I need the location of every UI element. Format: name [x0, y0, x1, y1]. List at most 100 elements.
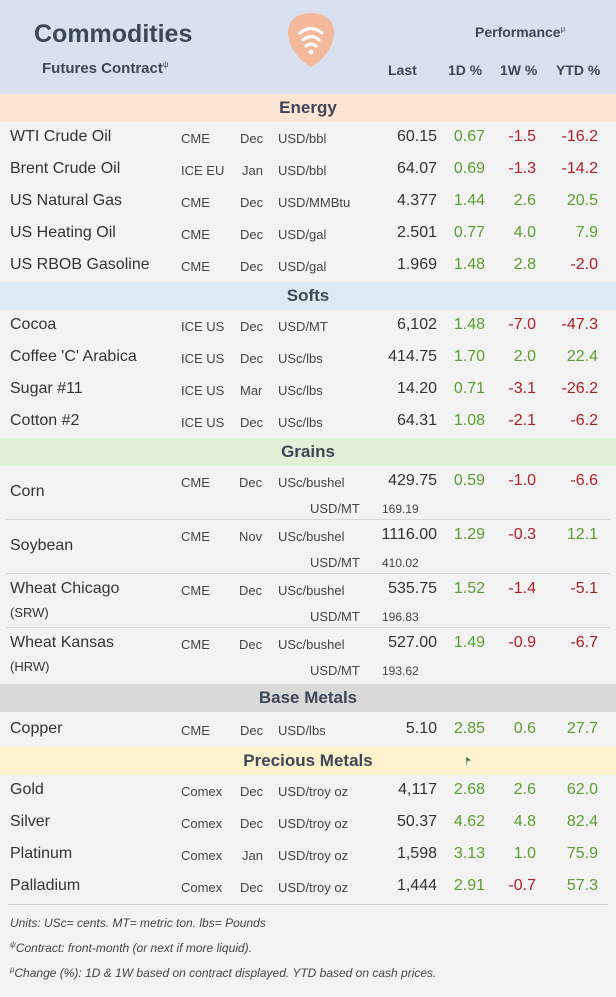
commodity-grade: (SRW)	[10, 605, 49, 620]
change-1w: -0.7	[508, 877, 536, 894]
contract-month: Dec	[240, 131, 264, 146]
contract-month: Dec	[240, 723, 264, 738]
page-title: Commodities	[34, 20, 193, 48]
price-unit: USD/troy oz	[278, 880, 349, 895]
exchange: CME	[181, 227, 210, 242]
last-price: 1,598	[396, 845, 437, 862]
change-1w: -0.9	[508, 634, 536, 651]
contract-month: Dec	[240, 880, 264, 895]
table-row: Palladium Comex Dec USD/troy oz 1,444 2.91 -0.…	[0, 871, 616, 903]
change-1d: 1.48	[453, 256, 485, 273]
page-subtitle: Futures Contractψ	[42, 60, 169, 77]
performance-heading: Performanceμ	[475, 24, 565, 40]
page-header: Commodities Futures Contractψ Performanc…	[0, 0, 616, 94]
contract-month: Dec	[240, 319, 264, 334]
section-precious-metals: Precious Metals	[0, 747, 616, 775]
change-ytd: 57.3	[566, 877, 598, 894]
change-1w: -1.4	[508, 580, 536, 597]
price-unit: USc/bushel	[278, 583, 345, 598]
commodity-name: WTI Crude Oil	[10, 128, 112, 145]
exchange: ICE US	[181, 351, 225, 366]
change-ytd: -2.0	[570, 256, 598, 273]
commodity-name: Wheat Kansas	[10, 634, 115, 651]
signal-logo-icon	[288, 13, 334, 67]
footer-divider	[8, 904, 608, 905]
last-price: 1116.00	[381, 526, 437, 543]
price-unit: USc/bushel	[278, 529, 345, 544]
contract-month: Dec	[240, 351, 264, 366]
price-unit: USD/troy oz	[278, 848, 349, 863]
exchange: CME	[181, 583, 210, 598]
last-price-metric: 193.62	[382, 664, 419, 678]
contract-month: Dec	[239, 637, 263, 652]
change-ytd: -47.3	[561, 316, 598, 333]
change-1w: 2.6	[513, 192, 536, 209]
change-1d: 1.29	[453, 526, 485, 543]
exchange: Comex	[181, 848, 223, 863]
price-unit: USc/lbs	[278, 383, 323, 398]
change-1d: 3.13	[453, 845, 485, 862]
price-unit-metric: USD/MT	[310, 609, 360, 624]
price-unit: USc/bushel	[278, 637, 345, 652]
contract-footnote-mark: ψ	[10, 940, 16, 949]
section-grains: Grains	[0, 438, 616, 466]
last-price: 4,117	[398, 781, 437, 798]
price-unit: USD/troy oz	[278, 816, 349, 831]
change-ytd: -6.7	[570, 634, 598, 651]
change-1d: 0.67	[453, 128, 485, 145]
change-1d: 2.91	[453, 877, 485, 894]
change-1w: -0.3	[508, 526, 536, 543]
exchange: CME	[181, 475, 210, 490]
price-unit: USD/lbs	[278, 723, 326, 738]
price-unit: USD/bbl	[278, 131, 327, 146]
commodity-name: Sugar #11	[10, 380, 83, 397]
last-price: 64.07	[396, 160, 437, 177]
commodity-name: Cotton #2	[10, 412, 80, 429]
change-ytd: -26.2	[561, 380, 598, 397]
change-1w: 1.0	[513, 845, 536, 862]
price-unit: USD/gal	[278, 259, 327, 274]
footer-contract: ψContract: front-month (or next if more …	[10, 940, 252, 955]
section-energy: Energy	[0, 94, 616, 122]
col-header-last: Last	[388, 62, 417, 78]
exchange: ICE US	[181, 319, 225, 334]
change-1d: 2.85	[453, 720, 485, 737]
contract-month: Dec	[240, 415, 264, 430]
col-header-ytd: YTD %	[556, 62, 601, 78]
table-row: US Natural Gas CME Dec USD/MMBtu 4.377 1.44 2.…	[0, 186, 616, 218]
change-1d: 1.44	[453, 192, 485, 209]
last-price: 1.969	[396, 256, 437, 273]
footer-change: μChange (%): 1D & 1W based on contract d…	[10, 965, 436, 980]
price-unit: USD/gal	[278, 227, 327, 242]
footer-contract-text: Contract: front-month (or next if more l…	[15, 941, 252, 955]
table-row: Platinum Comex Jan USD/troy oz 1,598 3.13 1.0 7…	[0, 839, 616, 871]
last-price: 535.75	[388, 580, 437, 597]
price-unit-metric: USD/MT	[310, 555, 360, 570]
subtitle-text: Futures Contract	[42, 60, 163, 77]
exchange: CME	[181, 723, 210, 738]
commodity-name: Wheat Chicago	[10, 580, 120, 597]
table-row: Sugar #11 ICE US Mar USc/lbs 14.20 0.71 -3.1 -2…	[0, 374, 616, 406]
performance-text: Performance	[475, 24, 561, 40]
last-price: 5.10	[405, 720, 437, 737]
change-1d: 0.59	[453, 472, 485, 489]
commodity-name: Palladium	[10, 877, 81, 894]
last-price: 429.75	[388, 472, 437, 489]
change-1d: 0.69	[453, 160, 485, 177]
section-softs: Softs	[0, 282, 616, 310]
table-row: Cotton #2 ICE US Dec USc/lbs 64.31 1.08 -2.1 -6…	[0, 406, 616, 438]
col-header-1d: 1D %	[448, 62, 483, 78]
change-ytd: 75.9	[566, 845, 598, 862]
last-price-metric: 169.19	[382, 502, 419, 516]
change-ytd: -16.2	[561, 128, 598, 145]
change-ytd: 22.4	[566, 348, 598, 365]
last-price: 50.37	[396, 813, 437, 830]
change-ytd: 7.9	[575, 224, 598, 241]
change-1w: 2.0	[513, 348, 536, 365]
table-row: Soybean CME Nov USc/bushel 1116.00 USD/MT 410.…	[6, 520, 610, 574]
contract-month: Dec	[240, 227, 264, 242]
change-1d: 1.48	[453, 316, 485, 333]
table-row: Corn CME Dec USc/bushel 429.75 USD/MT 169.19 0.…	[6, 466, 610, 520]
mouse-cursor-icon	[465, 755, 473, 771]
change-1w: 0.6	[513, 720, 536, 737]
